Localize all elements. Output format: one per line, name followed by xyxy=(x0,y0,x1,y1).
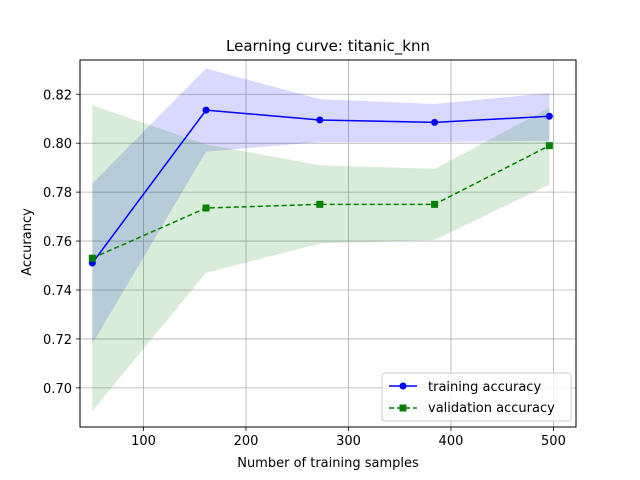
chart-title: Learning curve: titanic_knn xyxy=(226,37,430,56)
x-tick-label: 400 xyxy=(439,434,464,449)
y-tick-label: 0.70 xyxy=(43,382,72,397)
x-axis-ticks: 100 200 300 400 500 xyxy=(131,427,566,449)
y-tick-label: 0.80 xyxy=(43,137,72,152)
y-axis-ticks: 0.70 0.72 0.74 0.76 0.78 0.80 0.82 xyxy=(43,88,80,397)
y-tick-label: 0.82 xyxy=(43,88,72,103)
validation-accuracy-point xyxy=(545,142,553,150)
legend: training accuracy validation accuracy xyxy=(381,372,572,422)
x-axis-label: Number of training samples xyxy=(237,456,419,471)
legend-box xyxy=(381,372,572,422)
legend-marker-training xyxy=(399,382,407,390)
confidence-bands xyxy=(92,68,550,412)
validation-accuracy-point xyxy=(431,200,439,208)
validation-accuracy-point xyxy=(202,204,210,212)
validation-accuracy-point xyxy=(88,254,96,262)
training-accuracy-point xyxy=(431,118,439,126)
x-tick-label: 500 xyxy=(541,434,566,449)
y-axis-label: Accurancy xyxy=(20,208,35,276)
training-accuracy-point xyxy=(545,112,553,120)
y-tick-label: 0.76 xyxy=(43,235,72,250)
y-tick-label: 0.78 xyxy=(43,186,72,201)
x-tick-label: 300 xyxy=(336,434,361,449)
y-tick-label: 0.74 xyxy=(43,284,72,299)
legend-label-validation: validation accuracy xyxy=(428,401,555,416)
plot-area-frame xyxy=(79,59,577,428)
training-accuracy-band xyxy=(92,68,550,344)
x-tick-label: 100 xyxy=(131,434,156,449)
legend-label-training: training accuracy xyxy=(428,380,541,395)
validation-accuracy-line xyxy=(91,144,550,259)
series-markers xyxy=(88,106,553,267)
validation-accuracy-point xyxy=(316,200,324,208)
validation-accuracy-band xyxy=(92,105,550,412)
y-tick-label: 0.72 xyxy=(43,333,72,348)
legend-marker-validation xyxy=(399,404,407,412)
training-accuracy-point xyxy=(316,116,324,124)
training-accuracy-point xyxy=(202,106,210,114)
x-tick-label: 200 xyxy=(234,434,259,449)
